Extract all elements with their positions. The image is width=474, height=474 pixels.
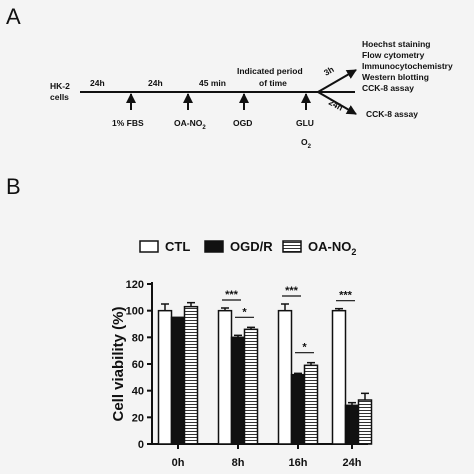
panel-a-letter: A [6,4,21,29]
bar-ogd-r-24h [344,404,360,445]
y-tick-label: 100 [126,306,144,318]
legend: CTL OGD/R OA-NO2 [139,239,356,257]
segment-4-label: Indicated period [237,66,303,76]
significance-label: *** [225,289,239,301]
bar-oa-no2-24h [357,399,373,445]
segment-4-label-line-2: of time [259,78,287,88]
branch-lower-label: 24h [327,97,345,113]
assay-upper-3: Immunocytochemistry [362,61,453,71]
start-label-line-2: cells [50,92,69,102]
assay-upper-1: Hoechst staining [362,39,430,49]
significance-label: *** [285,285,299,297]
x-tick-label: 16h [289,457,308,469]
treatment-glu: GLU [296,118,314,128]
panel-b-letter: B [6,174,21,199]
start-label-line-1: HK-2 [50,81,70,91]
legend-swatch-ctl [139,240,159,253]
significance-label: *** [339,290,353,302]
assay-upper-2: Flow cytometry [362,50,425,60]
legend-label-oa-no2: OA-NO2 [308,239,356,257]
segment-1-label: 24h [90,78,105,88]
legend-label-ogdr: OGD/R [230,239,273,254]
y-axis-title: Cell viability (%) [110,306,127,421]
x-tick-label: 8h [232,457,245,469]
x-tick-label: 0h [172,457,185,469]
legend-swatch-oa-no2 [282,240,302,253]
assay-upper-4: Western blotting [362,72,429,82]
branch-lower-arrow [317,91,357,115]
treatment-ogd: OGD [233,118,252,128]
bar-ctl-8h [217,309,233,445]
y-tick-label: 0 [138,439,144,451]
bar-ogd-r-0h [170,316,186,445]
y-tick-label: 20 [132,412,144,424]
bar-oa-no2-8h [243,328,259,445]
assay-upper-5: CCK-8 assay [362,83,414,93]
y-tick-label: 40 [132,386,144,398]
bar-oa-no2-16h [303,364,319,445]
branch-upper-arrow [317,69,357,93]
assay-lower: CCK-8 assay [366,109,418,119]
bar-ctl-0h [157,309,173,445]
x-tick-label: 24h [343,457,362,469]
significance-label: * [242,306,247,318]
segment-3-label: 45 min [199,78,226,88]
branch-upper-label: 3h [322,64,336,78]
bar-oa-no2-0h [183,305,199,445]
y-tick-label: 120 [126,279,144,291]
segment-2-label: 24h [148,78,163,88]
bar-ogd-r-8h [230,336,246,445]
timeline: HK-2 cells 24h 24h 45 min Indicated peri… [50,39,453,150]
treatment-oa-no2: OA-NO2 [174,118,206,131]
treatment-fbs: 1% FBS [112,118,144,128]
y-tick-label: 80 [132,332,144,344]
treatment-o2: O2 [301,137,312,150]
bar-ogd-r-16h [290,373,306,445]
bar-ctl-16h [277,309,293,445]
legend-label-ctl: CTL [165,239,190,254]
legend-swatch-ogdr [204,240,224,253]
y-tick-label: 60 [132,359,144,371]
bar-ctl-24h [331,309,347,445]
significance-label: * [302,342,307,354]
